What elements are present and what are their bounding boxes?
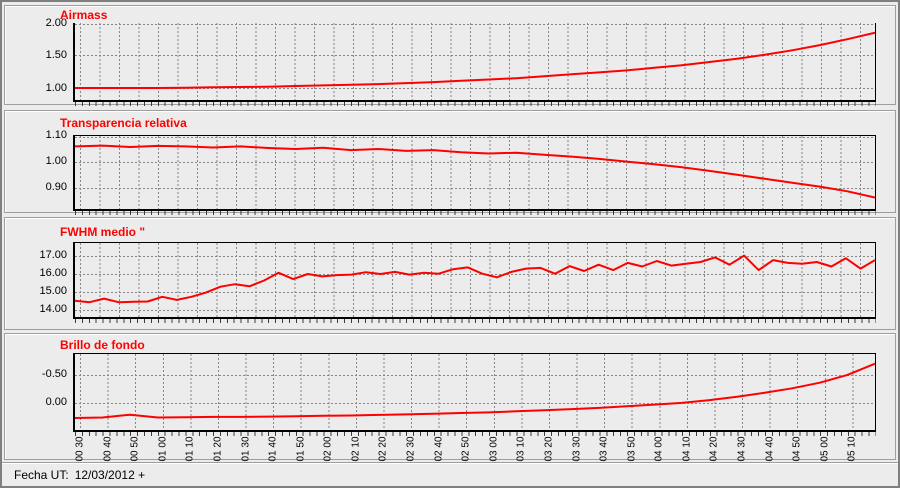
x-axis-tick-label: 02 40 [433,436,445,462]
x-axis-tick-label: 01 10 [184,436,196,462]
x-axis-minor-ticks [75,319,876,323]
chart-panel-transparencia: Transparencia relativa 1.10 1.00 0.90 [4,110,896,215]
y-axis-tick-label: -0.50 [41,367,67,380]
x-axis-tick-label: 02 20 [377,436,389,462]
plot-area [73,23,876,102]
status-bar-value: 12/03/2012 + [74,467,146,482]
x-axis-minor-ticks [75,432,876,436]
plot-area [73,135,876,211]
x-axis-tick-label: 04 00 [653,436,665,462]
chart-panel-brillo: Brillo de fondo 00 30 00 40 00 50 01 00 01 1… [4,333,896,462]
x-axis-tick-label: 04 40 [764,436,776,462]
chart-panel-fwhm: FWHM medio " 17.00 16.00 15.00 14.00 [4,217,896,330]
plot-area [73,353,876,432]
y-axis-tick-label: 14.00 [39,302,67,315]
x-axis-tick-label: 03 10 [515,436,527,462]
x-axis-tick-label: 00 30 [74,436,86,462]
chart-title: FWHM medio " [60,225,146,239]
x-axis-tick-label: 03 40 [598,436,610,462]
data-series-line [75,144,875,199]
x-axis-tick-label: 01 40 [267,436,279,462]
x-axis-tick-label: 05 10 [846,436,858,462]
x-axis-minor-ticks [75,211,876,215]
x-axis-tick-label: 02 50 [460,436,472,462]
x-axis-tick-label: 01 00 [157,436,169,462]
chart-title: Airmass [60,8,108,22]
x-axis-tick-label: 03 50 [626,436,638,462]
data-series-line [75,362,875,419]
x-axis-tick-label: 04 20 [708,436,720,462]
y-axis-tick-label: 0.00 [45,395,67,408]
y-axis-tick-label: 1.00 [45,81,67,94]
y-axis-tick-label: 2.00 [45,17,67,29]
plot-grid [75,354,875,430]
x-axis-tick-label: 02 30 [405,436,417,462]
x-axis-tick-label: 00 40 [102,436,114,462]
x-axis-tick-label: 01 30 [240,436,252,462]
y-axis-tick-label: 15.00 [39,284,67,297]
x-axis-tick-label: 02 10 [350,436,362,462]
plot-grid [75,23,875,100]
x-axis-tick-label: 03 00 [488,436,500,462]
x-axis-tick-label: 04 50 [791,436,803,462]
status-bar-label: Fecha UT: [14,467,69,482]
x-axis-tick-label: 02 00 [322,436,334,462]
y-axis-tick-label: 1.10 [45,129,67,141]
x-axis-tick-label: 04 10 [681,436,693,462]
y-axis-tick-label: 0.90 [45,181,67,194]
x-axis-minor-ticks [75,102,876,106]
status-bar: Fecha UT: 12/03/2012 + [2,462,898,486]
chart-panel-airmass: Airmass 2.00 1.50 1.00 [4,5,896,106]
x-axis-tick-label: 03 30 [571,436,583,462]
x-axis-tick-label: 01 50 [295,436,307,462]
x-axis-tick-label: 01 20 [212,436,224,462]
time-axis-labels: 00 30 00 40 00 50 01 00 01 10 01 20 01 30 01 40… [74,436,875,462]
y-axis-tick-label: 17.00 [39,248,67,261]
chart-title: Brillo de fondo [60,338,145,352]
x-axis-tick-label: 00 50 [129,436,141,462]
plot-grid [75,136,875,209]
x-axis-tick-label: 03 20 [543,436,555,462]
data-series-line [75,254,875,304]
x-axis-tick-label: 04 30 [736,436,748,462]
y-axis-tick-label: 1.00 [45,155,67,168]
y-axis-tick-label: 16.00 [39,266,67,279]
plot-area [73,242,876,319]
x-axis-tick-label: 05 00 [819,436,831,462]
data-series-line [75,31,875,89]
plot-grid [75,243,875,317]
y-axis-tick-label: 1.50 [45,49,67,62]
chart-title: Transparencia relativa [60,116,187,130]
